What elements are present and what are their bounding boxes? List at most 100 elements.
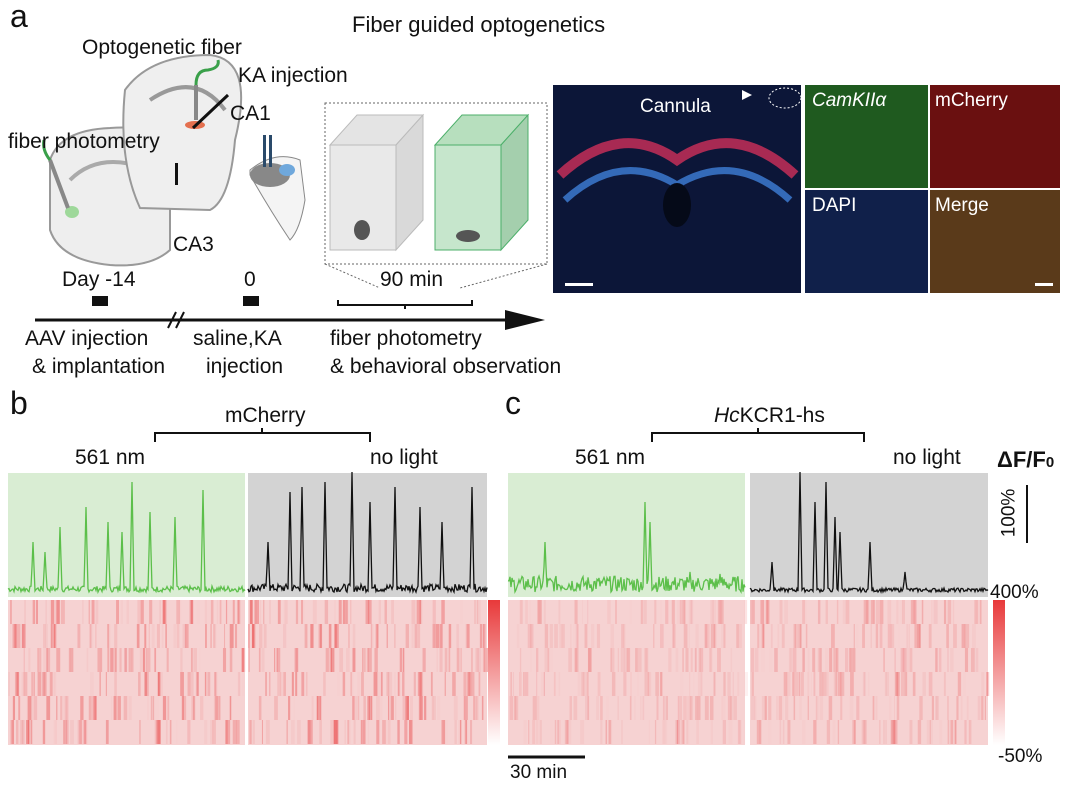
heatmap-cell [963, 672, 966, 696]
heatmap-cell [947, 648, 949, 672]
heatmap-cell [53, 624, 56, 648]
heatmap-cell [189, 600, 193, 624]
heatmap-cell [46, 696, 51, 720]
heatmap-cell [943, 672, 946, 696]
heatmap-cell [113, 696, 117, 720]
heatmap-cell [581, 672, 584, 696]
heatmap-cell [107, 648, 110, 672]
heatmap-cell [15, 672, 19, 696]
label-mcherry: mCherry [935, 90, 1008, 111]
heatmap-cell [295, 672, 298, 696]
heatmap-cell [365, 600, 369, 624]
heatmap-cell [535, 720, 539, 744]
heatmap-cell [893, 696, 896, 720]
heatmap-cell [138, 672, 141, 696]
heatmap-cell [607, 600, 611, 624]
heatmap-cell [204, 624, 207, 648]
heatmap-cell [160, 672, 163, 696]
heatmap-cell [417, 672, 422, 696]
heatmap-cell [46, 648, 51, 672]
heatmap-cell [605, 720, 608, 744]
heatmap-cell [826, 720, 831, 744]
heatmap-cell [94, 696, 97, 720]
heatmap-cell [862, 672, 866, 696]
heatmap-cell [316, 696, 321, 720]
heatmap-cell [382, 720, 386, 744]
heatmap-cell [840, 672, 845, 696]
heatmap-cell [833, 720, 836, 744]
heatmap-cell [948, 720, 950, 744]
heatmap-cell [413, 672, 416, 696]
heatmap-cell [868, 672, 869, 696]
heatmap-b-561nm [8, 600, 246, 745]
heatmap-cell [906, 648, 910, 672]
heatmap-cell [947, 720, 949, 744]
heatmap-cell [302, 600, 305, 624]
heatmap-cell [475, 696, 478, 720]
heatmap-cell [258, 696, 262, 720]
heatmap-cell [768, 720, 772, 744]
heatmap-cell [802, 600, 805, 624]
heatmap-cell [580, 672, 582, 696]
heatmap-cell [917, 624, 922, 648]
heatmap-cell [210, 720, 214, 744]
heatmap-cell [906, 624, 908, 648]
heatmap-cell [473, 696, 475, 720]
heatmap-cell [483, 648, 486, 672]
heatmap-cell [956, 696, 959, 720]
heatmap-cell [737, 720, 741, 744]
label-ka-injection: KA injection [238, 64, 348, 87]
heatmap-cell [874, 696, 878, 720]
heatmap-cell [460, 600, 463, 624]
heatmap-cell [291, 720, 295, 744]
heatmap-cell [339, 648, 344, 672]
heatmap-cell [804, 600, 806, 624]
heatmap-cell [700, 672, 703, 696]
heatmap-cell [258, 648, 261, 672]
heatmap-cell [218, 696, 220, 720]
heatmap-cell [301, 600, 303, 624]
heatmap-cell [229, 696, 231, 720]
heatmap-cell [919, 696, 923, 720]
heatmap-cell [367, 696, 371, 720]
heatmap-cell [65, 696, 69, 720]
label-ca3: CA3 [173, 233, 214, 256]
heatmap-cell [831, 624, 835, 648]
heatmap-cell [754, 648, 759, 672]
heatmap-cell [237, 672, 241, 696]
heatmap-cell [92, 696, 97, 720]
heatmap-cell [165, 624, 167, 648]
heatmap-cell [710, 696, 714, 720]
heatmap-cell [566, 720, 569, 744]
histology-dapi [805, 190, 928, 293]
heatmap-cell [338, 600, 342, 624]
heatmap-cell [261, 720, 263, 744]
heatmap-cell [411, 624, 414, 648]
heatmap-cell [549, 624, 553, 648]
heatmap-cell [154, 720, 157, 744]
heatmap-cell [660, 672, 663, 696]
heatmap-cell [436, 648, 439, 672]
heatmap-cell [635, 648, 638, 672]
heatmap-cell [288, 696, 291, 720]
heatmap-cell [730, 696, 733, 720]
heatmap-cell [129, 648, 131, 672]
heatmap-cell [51, 624, 53, 648]
heatmap-cell [219, 600, 222, 624]
heatmap-cell [709, 648, 713, 672]
heatmap-cell [193, 696, 196, 720]
heatmap-cell [24, 600, 26, 624]
heatmap-cell [95, 600, 99, 624]
heatmap-cell [332, 720, 336, 744]
heatmap-cell [677, 696, 680, 720]
heatmap-cell [769, 648, 773, 672]
heatmap-cell [128, 696, 132, 720]
heatmap-cell [195, 672, 200, 696]
heatmap-cell [894, 720, 898, 744]
heatmap-cell [238, 600, 241, 624]
heatmap-cell [204, 720, 208, 744]
heatmap-cell [263, 624, 267, 648]
heatmap-cell [193, 648, 197, 672]
heatmap-cell [323, 672, 326, 696]
heatmap-cell [277, 600, 281, 624]
